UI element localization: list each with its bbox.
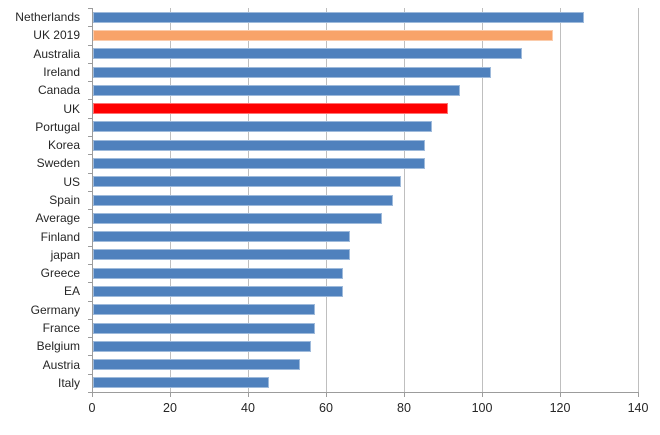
x-axis-tick [638, 392, 639, 397]
y-axis-tick [88, 318, 93, 320]
y-axis-tick [88, 62, 93, 64]
bar-sweden [93, 157, 425, 169]
category-label-france: France [42, 321, 80, 335]
bar-greece [93, 267, 343, 279]
bar-spain [93, 194, 394, 206]
category-label-average: Average [35, 211, 80, 226]
bar-finland [93, 231, 351, 243]
y-axis-tick [88, 227, 93, 229]
bar-uk-2019 [93, 29, 554, 41]
y-axis-line [92, 8, 93, 393]
gridline [560, 8, 561, 392]
category-label-uk: UK [63, 101, 80, 116]
x-axis-tick [482, 392, 483, 397]
y-axis-tick [88, 355, 93, 357]
x-tick-label: 60 [319, 401, 333, 415]
y-axis-tick [88, 392, 93, 393]
gridline [638, 8, 639, 392]
y-axis-tick [88, 8, 93, 9]
y-axis-tick [88, 190, 93, 192]
gridline [482, 8, 483, 392]
x-axis-tick [248, 392, 249, 397]
category-label-sweden: Sweden [36, 156, 80, 171]
x-axis-tick [170, 392, 171, 397]
x-axis-tick [92, 392, 93, 397]
category-label-italy: Italy [57, 375, 80, 390]
category-label-belgium: Belgium [36, 339, 80, 354]
category-label-japan: japan [50, 247, 80, 262]
bar-ireland [93, 66, 491, 78]
x-axis-tick [560, 392, 561, 397]
bar-italy [93, 377, 269, 389]
bar-france [93, 322, 316, 334]
category-label-ea: EA [63, 284, 80, 299]
gridline [404, 8, 405, 392]
y-axis-tick [88, 99, 93, 101]
category-label-korea: Korea [47, 138, 80, 153]
y-axis-tick [88, 44, 93, 46]
category-label-canada: Canada [37, 83, 80, 98]
bar-ea [93, 285, 343, 297]
y-axis-tick [88, 81, 93, 83]
bar-portugal [93, 121, 433, 133]
y-axis-tick [88, 264, 93, 265]
y-axis-tick [88, 373, 93, 375]
bar-average [93, 212, 382, 224]
x-tick-label: 0 [88, 401, 96, 415]
y-axis-tick [88, 136, 93, 137]
bar-korea [93, 139, 425, 151]
y-axis-tick [88, 172, 93, 174]
bar-uk [93, 103, 448, 115]
x-tick-label: 40 [241, 401, 255, 415]
y-axis-tick [88, 245, 93, 247]
category-label-australia: Australia [33, 46, 80, 61]
bar-japan [93, 249, 351, 261]
y-axis-tick [88, 300, 93, 302]
x-tick-label: 80 [397, 401, 411, 415]
bar-germany [93, 304, 316, 316]
category-label-us: US [63, 174, 80, 189]
x-axis-tick [404, 392, 405, 397]
category-label-germany: Germany [30, 302, 80, 317]
bar-austria [93, 359, 300, 371]
x-axis-line [92, 392, 639, 393]
x-tick-label: 120 [549, 401, 571, 415]
bar-canada [93, 84, 460, 96]
category-label-portugal: Portugal [35, 119, 80, 134]
x-tick-label: 140 [627, 401, 649, 415]
y-axis-tick [88, 26, 93, 28]
bar-netherlands [93, 11, 585, 23]
y-axis-tick [88, 154, 93, 156]
bar-us [93, 176, 402, 188]
category-label-netherlands: Netherlands [15, 10, 80, 25]
x-tick-label: 20 [163, 401, 177, 415]
y-axis-tick [88, 282, 93, 284]
category-label-greece: Greece [40, 266, 80, 281]
y-axis-tick [88, 209, 93, 211]
category-label-spain: Spain [49, 193, 80, 207]
bar-australia [93, 48, 522, 60]
x-axis-tick [326, 392, 327, 397]
x-tick-label: 100 [471, 401, 493, 415]
category-label-ireland: Ireland [43, 65, 80, 79]
category-label-austria: Austria [42, 357, 80, 372]
category-label-uk-2019: UK 2019 [33, 28, 80, 43]
category-label-finland: Finland [40, 229, 80, 244]
y-axis-tick [88, 117, 93, 119]
bar-belgium [93, 340, 312, 352]
y-axis-tick [88, 337, 93, 339]
